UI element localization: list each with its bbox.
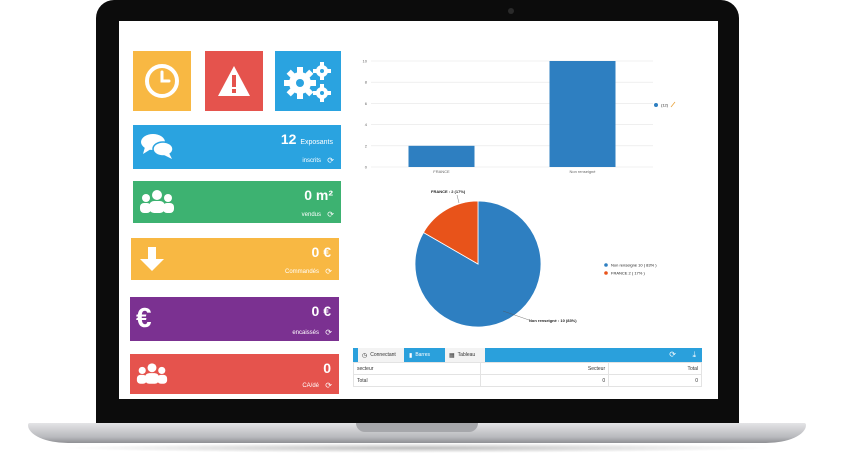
refresh-icon[interactable]: ⟳ <box>325 381 332 390</box>
gears-icon <box>284 62 331 102</box>
table-header: secteur <box>353 362 481 375</box>
chat-icon <box>141 134 174 159</box>
bar-chart: 0 2 4 6 8 10 FRANCE Non renseigné (12) <box>363 59 676 174</box>
table-icon: ▦ <box>449 352 455 359</box>
alert-tile[interactable] <box>205 51 263 111</box>
pie-chart: FRANCE : 2 (17%) Non renseigné : 10 (83%)… <box>414 189 657 328</box>
download-icon[interactable]: ⤓ <box>692 350 696 359</box>
stat-label: vendus <box>301 212 321 218</box>
bar-chart-icon: ▮ <box>409 352 413 359</box>
legend-marker <box>654 103 658 107</box>
webcam <box>508 8 514 14</box>
label-leader <box>456 194 460 204</box>
clock-icon: ◷ <box>362 352 368 359</box>
users-icon <box>136 363 168 384</box>
stat-surface[interactable]: 0 m² vendus ⟳ <box>133 181 341 223</box>
euro-icon: € <box>136 302 152 333</box>
y-tick-label: 0 <box>365 165 368 170</box>
legend-marker <box>604 263 608 267</box>
legend-label: (12) <box>661 103 669 108</box>
clock-icon <box>145 64 179 98</box>
clock-tile[interactable] <box>133 51 191 111</box>
arrow-down-icon <box>140 247 164 271</box>
stat-ca[interactable]: 0 CA/dé ⟳ <box>130 354 339 394</box>
stat-commandes[interactable]: 0 € Commandés ⟳ <box>131 238 339 280</box>
stat-value: 0 <box>323 360 331 376</box>
warning-icon <box>218 66 250 96</box>
view-tabs: ◷ Connectant ▮ Barres ▦ Tableau ⟳ ⤓ <box>353 348 702 362</box>
table-cell: Total <box>353 374 481 387</box>
y-tick-label: 4 <box>365 122 368 127</box>
pie-slice-label: FRANCE : 2 (17%) <box>431 189 466 194</box>
refresh-icon[interactable]: ⟳ <box>325 267 332 276</box>
stat-label: Commandés <box>284 269 319 275</box>
refresh-icon[interactable]: ⟳ <box>325 328 332 337</box>
laptop-base <box>28 423 806 443</box>
table-header: Total <box>608 362 702 375</box>
stat-unit: Exposants <box>300 139 333 146</box>
stat-label: inscrits <box>302 158 321 164</box>
refresh-icon[interactable]: ⟳ <box>327 156 334 165</box>
laptop-notch <box>356 423 478 432</box>
x-tick-label: Non renseigné <box>569 169 596 174</box>
table-row: Total 0 0 <box>353 374 702 387</box>
stat-value: 0 € <box>311 303 331 319</box>
data-table: secteur Secteur Total Total 0 0 <box>353 362 702 387</box>
stat-exposants[interactable]: 12 Exposants inscrits ⟳ <box>133 125 341 169</box>
legend-label: FRANCE 2 ( 17% ) <box>611 271 645 276</box>
y-tick-label: 10 <box>363 59 368 64</box>
refresh-icon[interactable]: ⟳ <box>669 350 676 359</box>
dashboard-screen: 12 Exposants inscrits ⟳ 0 m² vendus ⟳ 0 … <box>119 21 718 399</box>
bar <box>549 61 616 167</box>
tab-label: Connectant <box>370 352 396 358</box>
y-tick-label: 2 <box>365 143 368 148</box>
tab-label: Tableau <box>457 352 476 358</box>
table-header-row: secteur Secteur Total <box>353 362 702 375</box>
label-leader <box>502 310 530 321</box>
settings-tile[interactable] <box>275 51 341 111</box>
y-tick-label: 6 <box>365 101 368 106</box>
stat-label: CA/dé <box>302 383 319 389</box>
x-tick-label: FRANCE <box>433 169 450 174</box>
y-tick-label: 8 <box>365 80 368 85</box>
table-header: Secteur <box>479 362 610 375</box>
stat-value: 12 <box>280 131 297 147</box>
refresh-icon[interactable]: ⟳ <box>327 210 334 219</box>
bar <box>408 145 475 167</box>
users-icon <box>140 190 174 213</box>
stat-value: 0 € <box>311 244 331 260</box>
table-cell: 0 <box>608 374 702 387</box>
legend-label: Non renseigné 10 ( 83% ) <box>611 263 657 268</box>
tab-tableau[interactable]: ▦ Tableau <box>445 348 485 362</box>
pie-slice <box>422 200 479 265</box>
stat-encaisses[interactable]: € 0 € encaissés ⟳ <box>130 297 339 341</box>
pie-slice-label: Non renseigné : 10 (83%) <box>529 318 577 323</box>
stat-label: encaissés <box>292 330 319 336</box>
edit-icon <box>670 101 676 108</box>
stat-value: 0 m² <box>304 187 333 203</box>
tab-barres[interactable]: ▮ Barres <box>405 348 445 362</box>
tab-label: Barres <box>415 352 431 358</box>
table-cell: 0 <box>479 374 610 387</box>
laptop-shadow <box>60 443 774 453</box>
tab-connectant[interactable]: ◷ Connectant <box>358 348 404 362</box>
legend-marker <box>604 271 608 275</box>
